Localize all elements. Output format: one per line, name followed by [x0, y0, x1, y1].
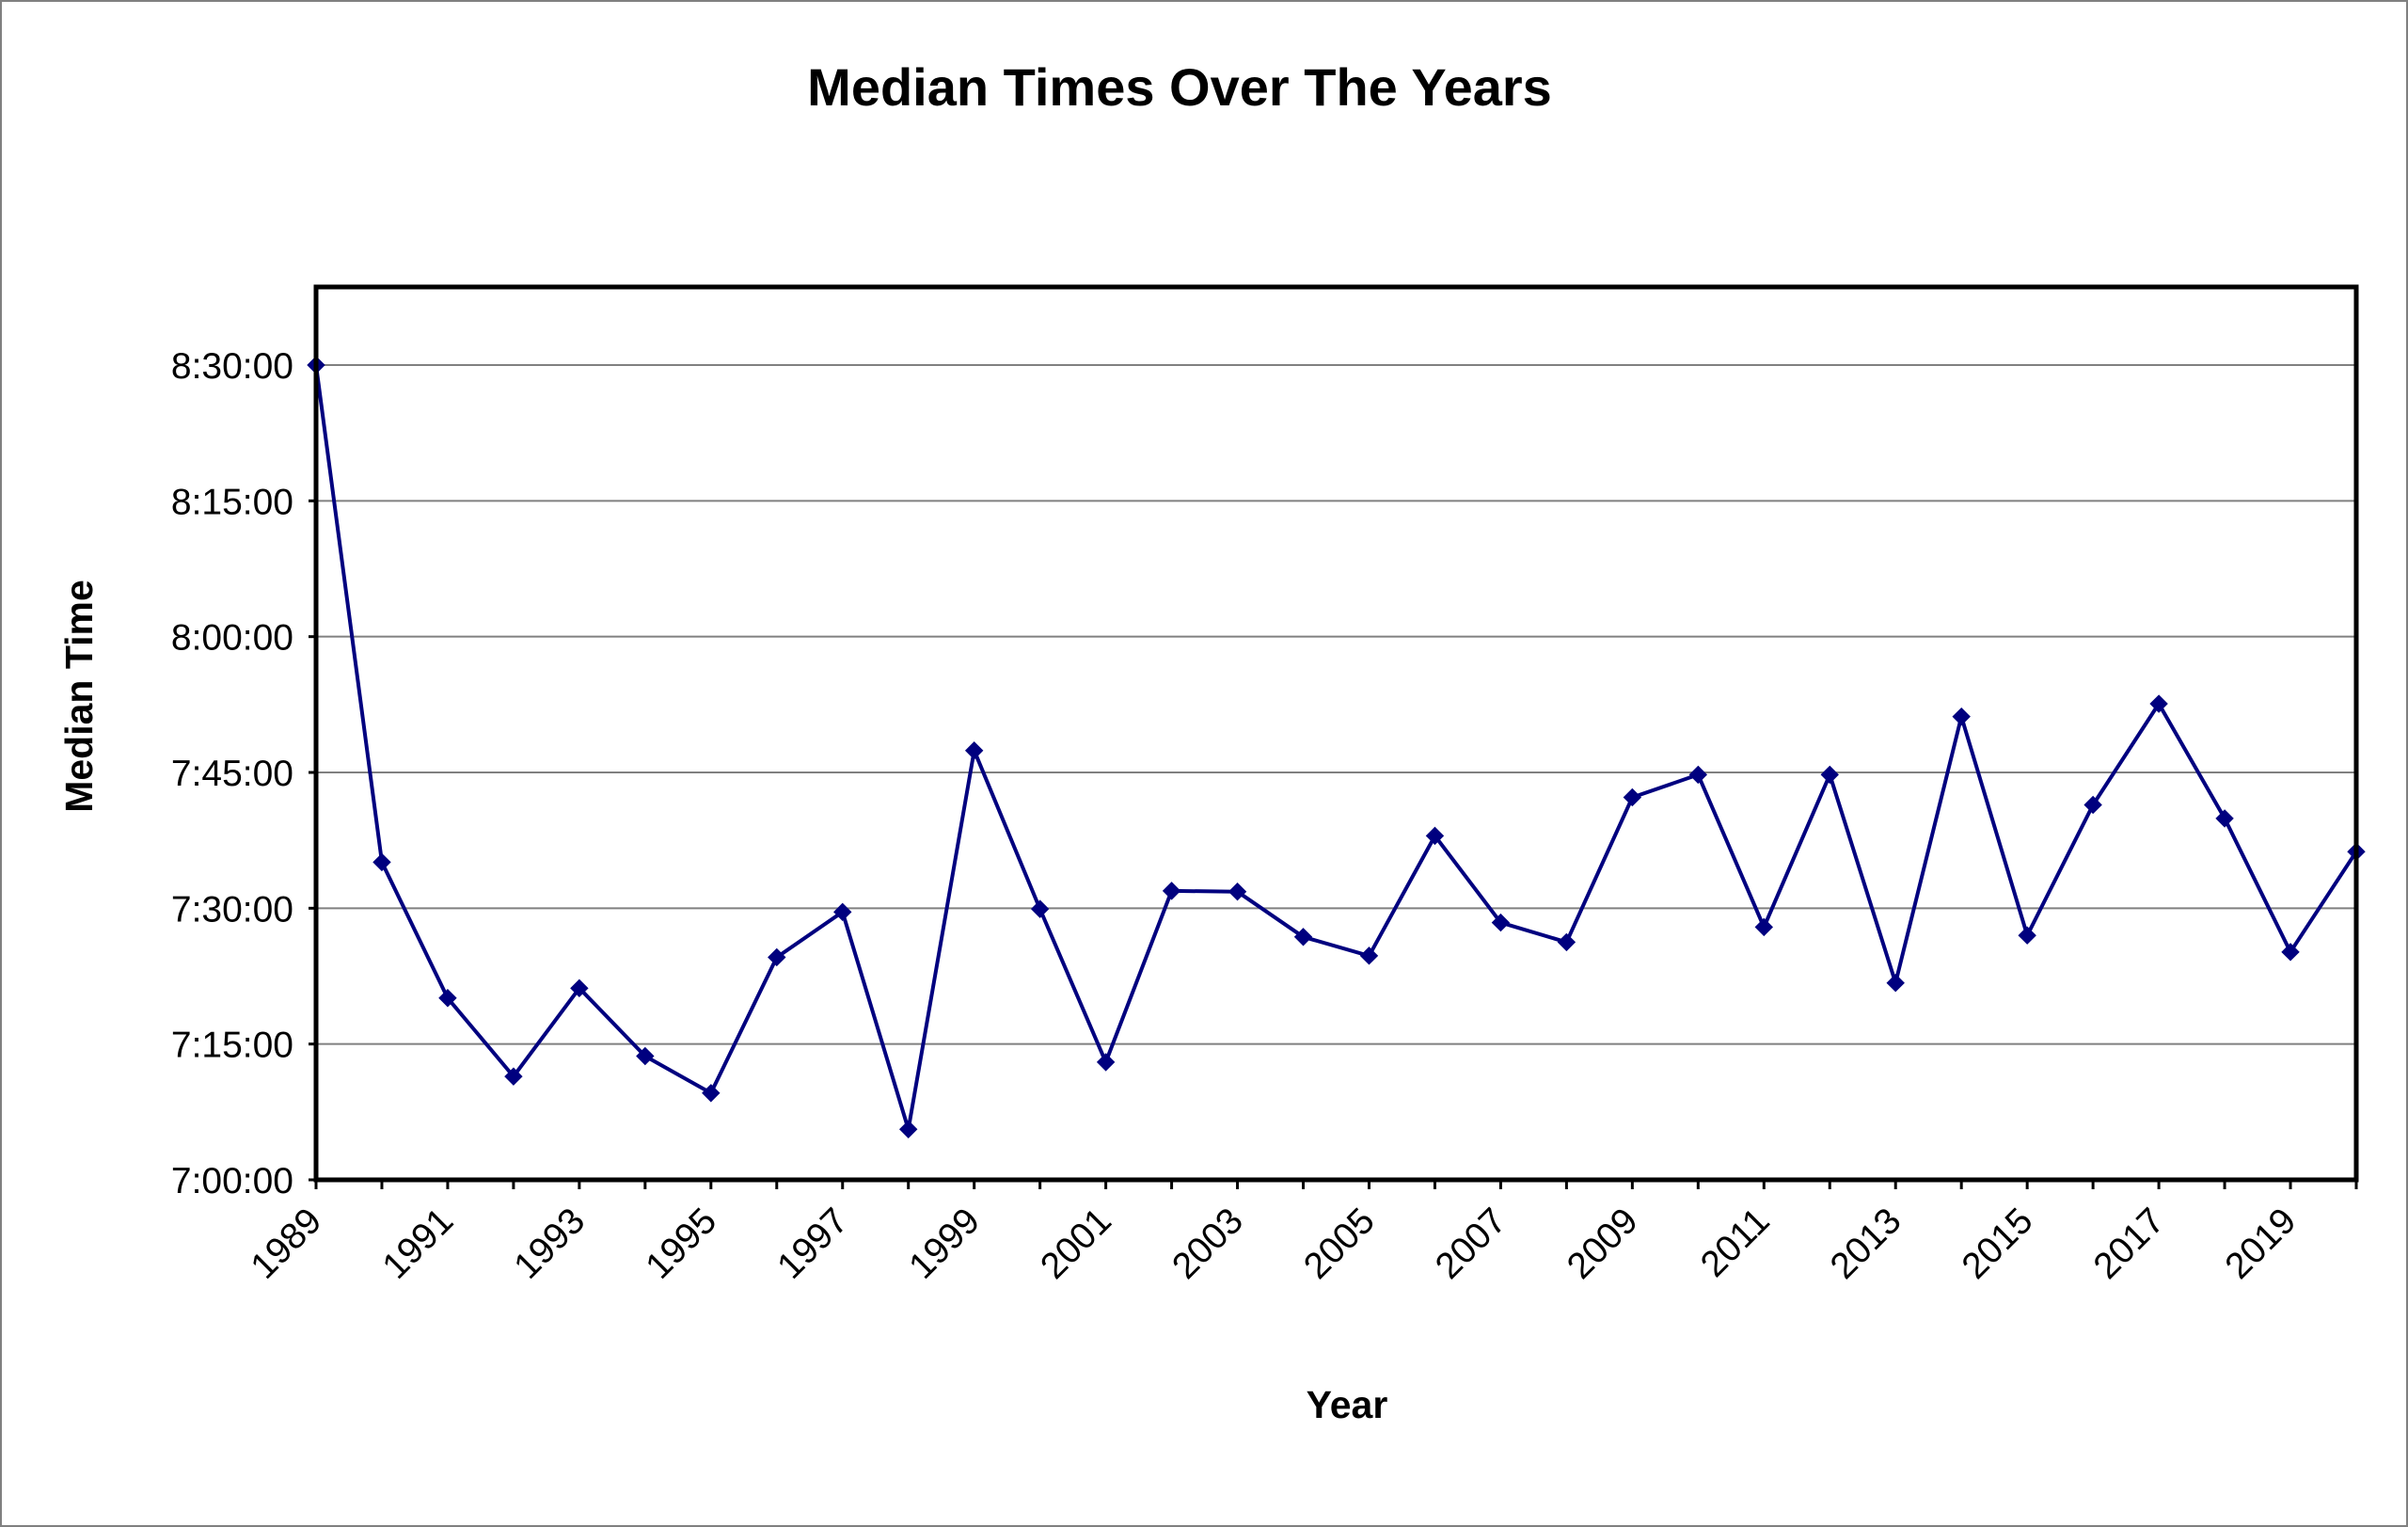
- y-tick-label: 7:15:00: [171, 1026, 293, 1066]
- data-point-marker: [1425, 826, 1445, 846]
- x-tick-label: 2015: [1955, 1201, 2041, 1287]
- data-point-marker: [1754, 917, 1773, 937]
- data-point-marker: [1688, 765, 1708, 785]
- x-tick-label: 2011: [1693, 1201, 1778, 1285]
- x-tick-label: 1989: [244, 1201, 330, 1287]
- y-tick-label: 7:30:00: [171, 889, 293, 930]
- y-tick-label: 8:00:00: [171, 618, 293, 659]
- data-point-marker: [1623, 787, 1642, 807]
- data-point-marker: [768, 947, 786, 967]
- axis-ticks: [309, 363, 2358, 1189]
- gridlines: [316, 364, 2356, 1045]
- x-tick-label: 2019: [2218, 1201, 2305, 1287]
- data-point-marker: [1952, 707, 1971, 726]
- y-tick-label: 8:15:00: [171, 482, 293, 522]
- x-axis-title: Year: [1307, 1383, 1388, 1426]
- data-point-marker: [1293, 928, 1313, 946]
- data-point-marker: [833, 902, 852, 922]
- data-point-marker: [964, 741, 984, 760]
- x-tick-label: 1999: [901, 1201, 988, 1287]
- data-point-marker: [702, 1084, 721, 1103]
- data-point-marker: [1096, 1053, 1116, 1072]
- y-tick-label: 7:00:00: [171, 1161, 293, 1201]
- x-tick-label: 2001: [1033, 1201, 1119, 1287]
- data-point-marker: [2281, 943, 2300, 962]
- data-point-marker: [1886, 974, 1905, 993]
- data-point-marker: [372, 852, 391, 872]
- x-tick-label: 2007: [1428, 1201, 1514, 1287]
- data-point-marker: [570, 978, 589, 998]
- data-series: [307, 356, 2366, 1138]
- data-point-marker: [1820, 765, 1839, 785]
- x-tick-label: 1997: [769, 1201, 856, 1287]
- data-point-marker: [1162, 882, 1181, 900]
- data-point-marker: [438, 989, 457, 1008]
- x-tick-labels: 1989 1991 1993 1995 1997 1999 2001 2003 2005 2007…: [244, 1201, 2305, 1287]
- x-tick-label: 2009: [1560, 1201, 1646, 1287]
- x-tick-label: 1991: [375, 1201, 462, 1287]
- data-point-marker: [1228, 882, 1247, 901]
- x-tick-label: 2005: [1296, 1201, 1383, 1287]
- plot-area-border: [313, 284, 2359, 1183]
- data-point-marker: [1030, 899, 1050, 918]
- x-tick-label: 2013: [1823, 1201, 1909, 1287]
- y-tick-labels: 7:00:00 7:15:00 7:30:00 7:45:00 8:00:00 8:15:…: [171, 346, 293, 1201]
- y-tick-label: 8:30:00: [171, 346, 293, 387]
- data-point-marker: [1359, 946, 1379, 965]
- data-point-marker: [1491, 913, 1511, 932]
- x-tick-label: 2017: [2086, 1201, 2173, 1287]
- data-point-marker: [504, 1067, 523, 1086]
- chart-title: Median Times Over The Years: [807, 57, 1552, 117]
- data-point-marker: [2018, 926, 2036, 945]
- x-tick-label: 2003: [1164, 1201, 1251, 1287]
- x-tick-label: 1993: [506, 1201, 593, 1287]
- data-point-marker: [2215, 809, 2234, 828]
- data-point-marker: [899, 1120, 918, 1138]
- data-point-marker: [636, 1046, 655, 1066]
- series-line: [314, 364, 2358, 1132]
- x-tick-label: 1995: [638, 1201, 724, 1287]
- y-tick-label: 7:45:00: [171, 754, 293, 794]
- data-point-marker: [2083, 795, 2102, 815]
- y-axis-title: Median Time: [57, 580, 101, 813]
- data-point-marker: [2149, 694, 2168, 713]
- data-point-marker: [1557, 932, 1576, 952]
